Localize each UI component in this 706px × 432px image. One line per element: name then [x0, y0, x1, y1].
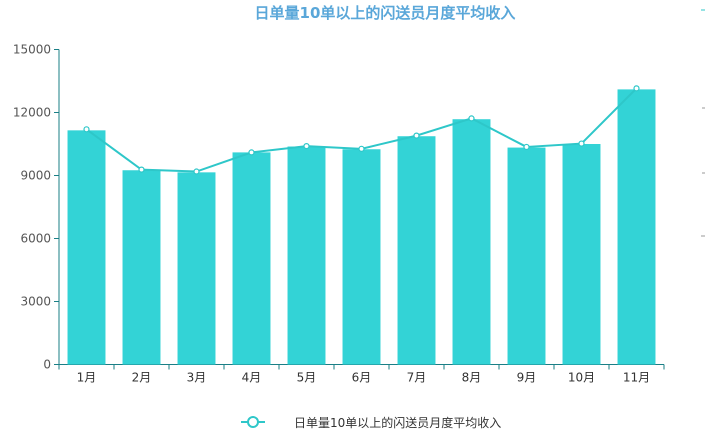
legend[interactable]: 日单量10单以上的闪送员月度平均收入: [240, 413, 501, 431]
y-tick-label: 12000: [13, 106, 51, 120]
bar[interactable]: [397, 136, 436, 365]
bar[interactable]: [342, 149, 381, 365]
line-point[interactable]: [523, 143, 530, 151]
x-tick-label: 4月: [242, 371, 262, 385]
line-point[interactable]: [138, 166, 145, 173]
x-tick-label: 11月: [623, 371, 650, 385]
x-tick-label: 6月: [352, 371, 372, 385]
y-tick-label: 9000: [20, 169, 51, 183]
bar[interactable]: [122, 170, 161, 365]
line-point[interactable]: [413, 132, 420, 139]
bar[interactable]: [177, 172, 216, 365]
x-tick-label: 3月: [187, 371, 207, 385]
line-point[interactable]: [248, 149, 255, 156]
chart-title: 日单量10单以上的闪送员月度平均收入: [254, 4, 516, 22]
y-axis: 0 3000 6000 9000 12000 15000: [13, 43, 60, 372]
line-point[interactable]: [578, 140, 585, 147]
y-tick-label: 0: [43, 358, 51, 372]
x-tick-label: 8月: [462, 371, 482, 385]
line-point[interactable]: [468, 115, 475, 122]
line-point[interactable]: [303, 143, 310, 150]
line-series[interactable]: [83, 85, 640, 175]
legend-label: 日单量10单以上的闪送员月度平均收入: [294, 415, 502, 430]
line-point[interactable]: [633, 85, 640, 92]
y-tick-label: 6000: [20, 232, 51, 246]
line-point[interactable]: [83, 126, 90, 133]
bar[interactable]: [452, 119, 491, 365]
line-point[interactable]: [358, 145, 365, 152]
x-tick-label: 1月: [77, 371, 97, 385]
x-axis: 1月 2月 3月 4月 5月 6月 7月 8月 9月 10月 11月: [58, 364, 665, 385]
bar[interactable]: [562, 144, 601, 365]
x-tick-label: 2月: [132, 371, 152, 385]
bar-series[interactable]: [67, 89, 656, 365]
line-point[interactable]: [193, 168, 200, 175]
y-tick-label: 15000: [13, 43, 51, 57]
x-tick-label: 7月: [407, 371, 427, 385]
x-tick-label: 9月: [517, 371, 537, 385]
bar[interactable]: [287, 146, 326, 365]
toolbox-edge: [701, 9, 705, 237]
bar[interactable]: [617, 89, 656, 365]
x-tick-label: 10月: [568, 371, 595, 385]
y-tick-label: 3000: [20, 295, 51, 309]
legend-line-circle-icon: [241, 416, 265, 428]
bar[interactable]: [67, 130, 106, 365]
x-tick-label: 5月: [297, 371, 317, 385]
bar[interactable]: [507, 147, 546, 365]
bar[interactable]: [232, 152, 271, 365]
